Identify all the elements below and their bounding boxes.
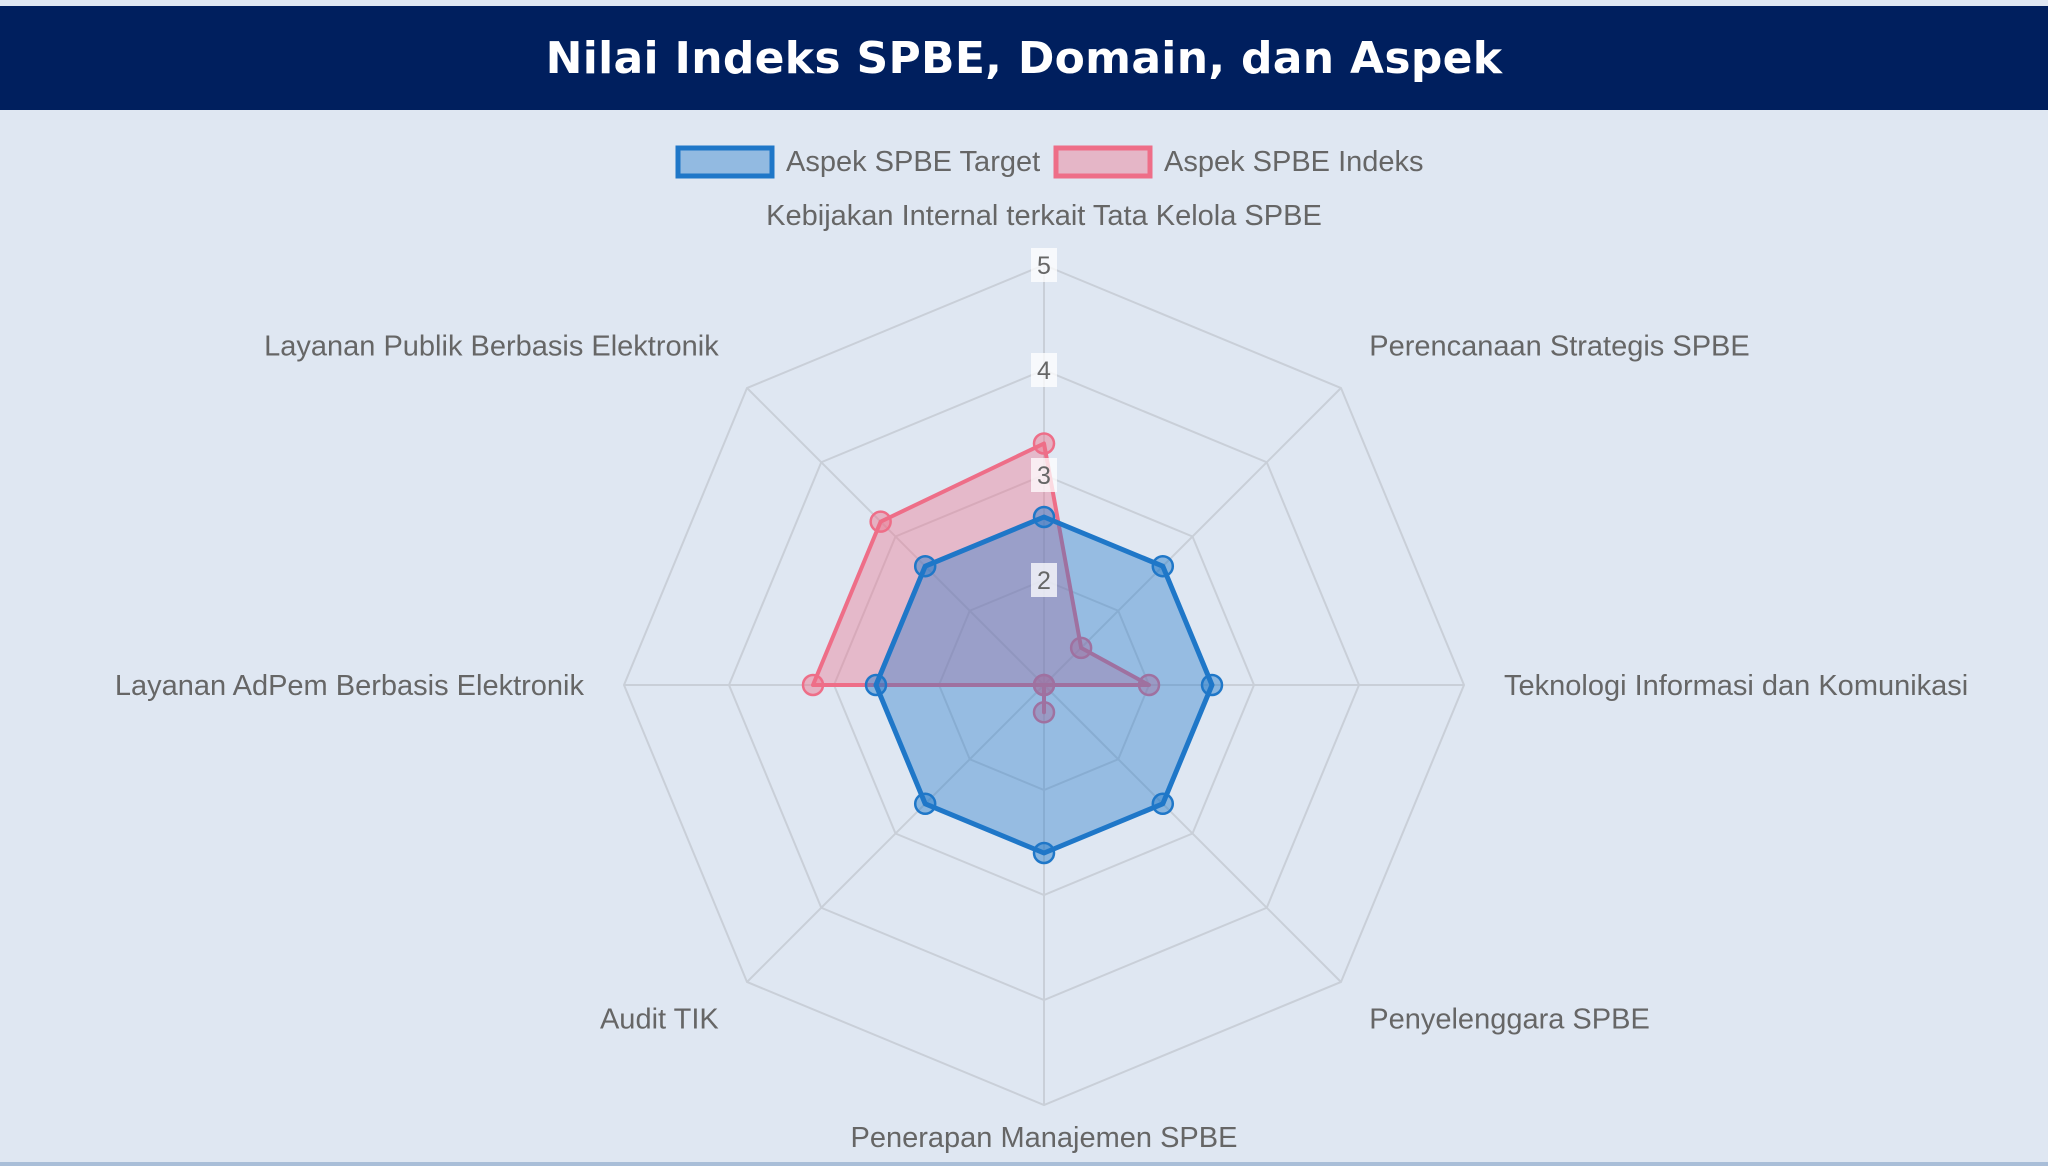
- data-point[interactable]: [1032, 701, 1056, 724]
- tick-text: 4: [1037, 357, 1051, 385]
- data-point[interactable]: [801, 673, 825, 697]
- data-point[interactable]: [1032, 432, 1056, 455]
- grid-spoke-6: [746, 684, 1045, 983]
- tick-label-2: 2: [1031, 563, 1057, 597]
- axis-label-8: Layanan Publik Berbasis Elektronik: [264, 331, 719, 363]
- tick-label-5: 5: [1031, 248, 1057, 282]
- legend-swatch: [675, 145, 775, 179]
- axis-label-5: Penerapan Manajemen SPBE: [851, 1122, 1238, 1154]
- data-point[interactable]: [913, 792, 937, 816]
- tick-text: 2: [1037, 567, 1051, 595]
- chart-header: Nilai Indeks SPBE, Domain, dan Aspek: [0, 6, 2048, 110]
- data-point[interactable]: [1032, 505, 1056, 529]
- panel-bottom-border: [0, 1162, 2048, 1166]
- data-point[interactable]: [864, 673, 888, 697]
- data-point[interactable]: [1151, 554, 1175, 578]
- axis-label-4: Penyelenggara SPBE: [1369, 1003, 1650, 1035]
- tick-backdrop: [1031, 248, 1057, 282]
- chart-legend[interactable]: Aspek SPBE Target Aspek SPBE Indeks: [675, 145, 1424, 179]
- data-point[interactable]: [1032, 673, 1056, 697]
- grid-spoke-8: [746, 387, 1045, 686]
- axis-label-7: Layanan AdPem Berbasis Elektronik: [115, 670, 585, 702]
- tick-label-4: 4: [1031, 353, 1057, 387]
- data-point[interactable]: [1137, 673, 1161, 697]
- tick-backdrop: [1031, 458, 1057, 492]
- tick-backdrop: [1031, 353, 1057, 387]
- legend-label: Aspek SPBE Indeks: [1164, 146, 1424, 178]
- data-point[interactable]: [1200, 673, 1224, 697]
- axis-label-1: Kebijakan Internal terkait Tata Kelola S…: [766, 200, 1322, 232]
- axis-label-6: Audit TIK: [600, 1003, 719, 1035]
- chart-panel: [0, 110, 2048, 1164]
- radar-ticks: 2 3 4 5: [1031, 248, 1057, 597]
- page-title: Nilai Indeks SPBE, Domain, dan Aspek: [545, 32, 1503, 84]
- data-point[interactable]: [913, 554, 937, 578]
- axis-label-2: Perencanaan Strategis SPBE: [1369, 331, 1749, 363]
- tick-label-3: 3: [1031, 458, 1057, 492]
- legend-item-indeks[interactable]: Aspek SPBE Indeks: [1053, 145, 1424, 179]
- legend-swatch: [1053, 145, 1153, 179]
- tick-text: 5: [1037, 252, 1051, 280]
- series-area: [811, 441, 1151, 715]
- legend-label: Aspek SPBE Target: [786, 146, 1040, 178]
- data-point[interactable]: [1151, 792, 1175, 816]
- tick-backdrop: [1031, 563, 1057, 597]
- data-point[interactable]: [1032, 841, 1056, 865]
- series-area: [873, 514, 1215, 856]
- radar-series: [801, 432, 1224, 865]
- tick-text: 3: [1037, 462, 1051, 490]
- data-point[interactable]: [869, 510, 892, 533]
- grid-spoke-2: [1043, 387, 1342, 686]
- series-indeks: [801, 432, 1161, 724]
- legend-item-target[interactable]: Aspek SPBE Target: [675, 145, 1040, 179]
- series-target: [864, 505, 1224, 865]
- data-point[interactable]: [1069, 636, 1093, 660]
- radar-axis-labels: Kebijakan Internal terkait Tata Kelola S…: [115, 200, 1968, 1154]
- axis-label-3: Teknologi Informasi dan Komunikasi: [1504, 670, 1968, 702]
- grid-spoke-4: [1043, 684, 1342, 983]
